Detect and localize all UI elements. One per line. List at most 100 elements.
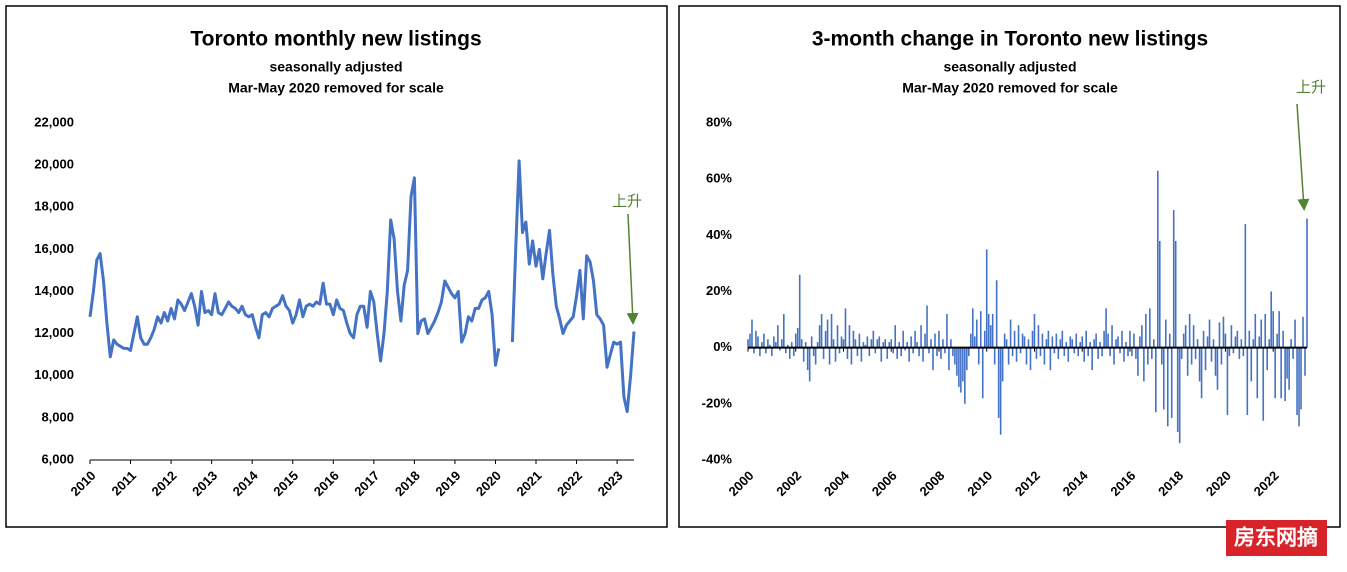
bar (1202, 330, 1205, 348)
bar (1037, 325, 1040, 348)
bar (1089, 342, 1091, 348)
bar (872, 330, 875, 348)
bar (940, 347, 942, 359)
bar (1220, 347, 1223, 365)
x-tick-label: 2013 (189, 468, 220, 499)
bar (1218, 322, 1221, 348)
bar (1079, 342, 1082, 348)
bar (904, 347, 906, 351)
bar (868, 347, 871, 357)
bar (759, 347, 761, 357)
x-tick-label: 2023 (595, 468, 626, 499)
bar (1250, 347, 1253, 382)
y-tick-label: 6,000 (41, 451, 74, 466)
bar (966, 347, 968, 371)
chart-subtitle: seasonally adjusted (269, 59, 402, 75)
bar (1009, 319, 1012, 348)
bar (1049, 347, 1052, 371)
bar (1113, 347, 1115, 365)
bar (802, 347, 805, 362)
bar (1176, 347, 1179, 432)
bar (794, 333, 797, 348)
bar (1180, 347, 1183, 359)
bar (804, 342, 807, 348)
bar (1260, 319, 1263, 348)
bar (1075, 333, 1078, 348)
bar (983, 330, 986, 348)
bar (1053, 347, 1056, 354)
x-tick-label: 2015 (270, 468, 301, 499)
bar (1234, 336, 1237, 348)
bar (1073, 347, 1076, 354)
bar (1282, 330, 1284, 348)
bar (830, 313, 833, 348)
bar (1160, 347, 1163, 365)
bar (1051, 336, 1054, 348)
bar (1135, 347, 1137, 359)
bar (753, 347, 755, 354)
bar (1011, 347, 1014, 357)
bar (749, 333, 751, 348)
bar (788, 347, 791, 359)
bar (824, 330, 827, 348)
bar (1057, 347, 1060, 359)
x-tick-label: 2017 (351, 468, 382, 499)
bar (1236, 330, 1239, 348)
bar (751, 319, 753, 348)
bar (1133, 333, 1135, 348)
bar (852, 330, 855, 348)
bar (1164, 319, 1167, 348)
bar (922, 347, 924, 362)
bar (1196, 339, 1199, 348)
bar (954, 347, 956, 365)
bar (960, 347, 962, 393)
bar (876, 339, 879, 348)
x-tick-label: 2018 (1155, 468, 1186, 499)
bar (798, 274, 801, 348)
bar (1290, 339, 1292, 348)
bar (1188, 313, 1191, 348)
bar (1272, 311, 1274, 348)
bar (1097, 347, 1099, 359)
x-tick-label: 2010 (67, 468, 98, 499)
x-tick-label: 2020 (473, 468, 504, 499)
bar (1035, 347, 1038, 359)
bar (777, 325, 779, 348)
bar (812, 347, 815, 357)
bar (900, 347, 902, 357)
bar (1226, 347, 1229, 416)
bar (1172, 210, 1175, 348)
bar (906, 342, 908, 348)
bar (1085, 330, 1087, 348)
bar (1045, 339, 1048, 348)
bar (1278, 311, 1280, 348)
bar (866, 336, 869, 348)
bar (910, 336, 912, 348)
bar (1103, 330, 1105, 348)
bar (1254, 313, 1257, 348)
bar (747, 339, 749, 348)
x-tick-label: 2014 (230, 467, 262, 499)
bar (928, 347, 930, 354)
bar (1240, 339, 1243, 348)
bar (828, 347, 831, 365)
bar (944, 347, 946, 354)
bar (1091, 347, 1093, 371)
bar (1162, 347, 1165, 410)
bar (916, 342, 918, 348)
bar (973, 336, 976, 348)
y-tick-label: 14,000 (34, 283, 74, 298)
bar (1117, 336, 1119, 348)
bar (1242, 347, 1245, 357)
bar (1298, 347, 1300, 427)
bar (1268, 339, 1271, 348)
bar (846, 347, 849, 359)
annotation: 上升 (1296, 79, 1326, 96)
bar (1149, 308, 1151, 348)
bar (991, 313, 994, 348)
bar (771, 347, 773, 357)
bar (874, 347, 877, 354)
bar (1087, 347, 1089, 357)
bar (892, 347, 895, 354)
